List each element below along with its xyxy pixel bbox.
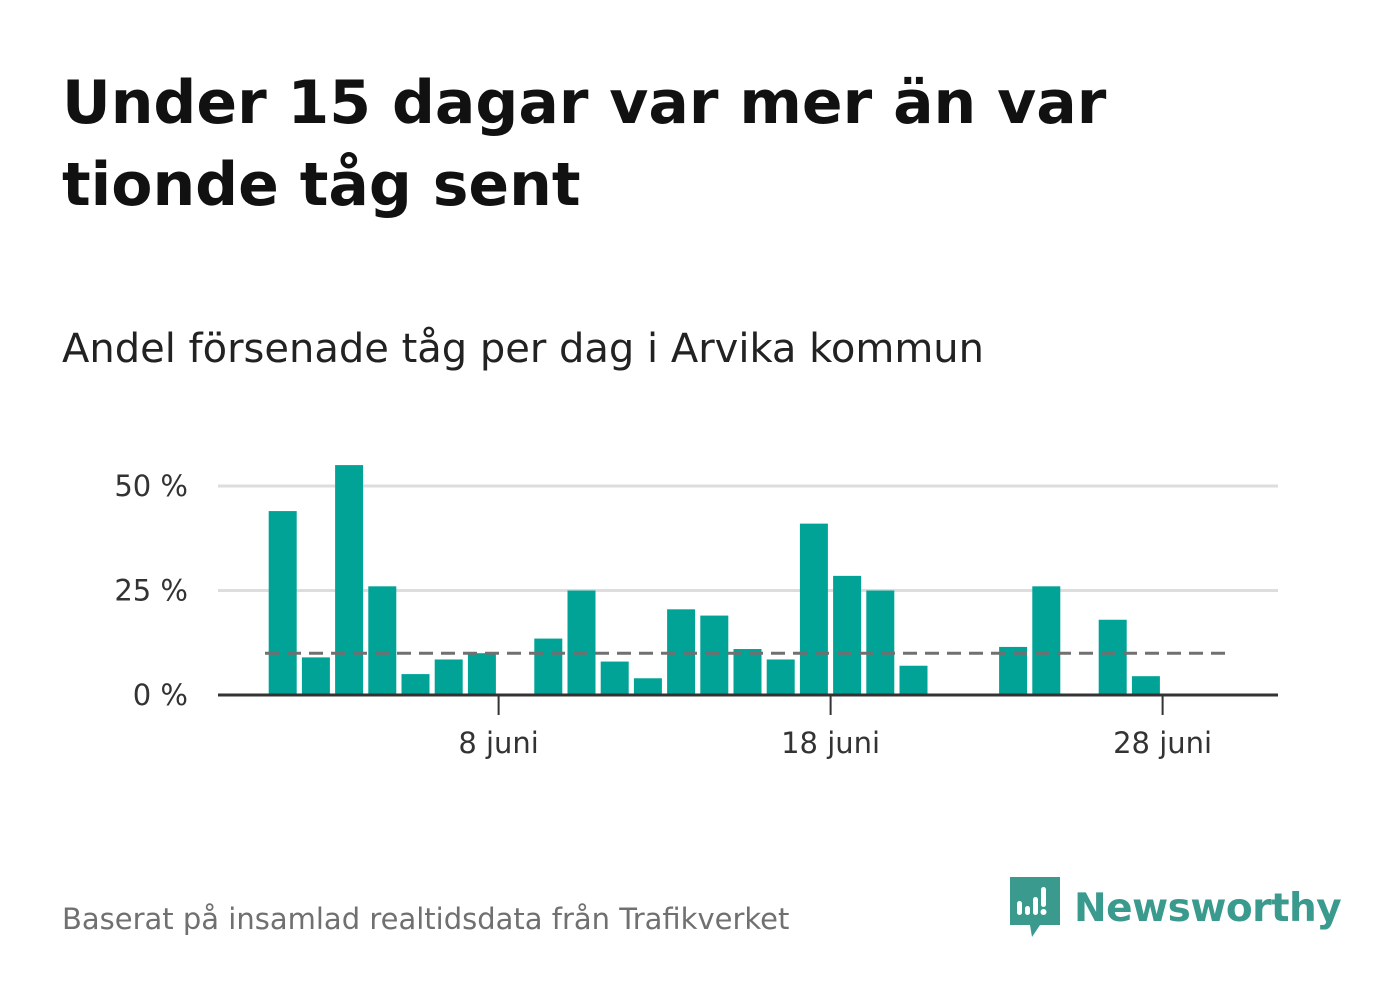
bar <box>268 511 297 695</box>
bar <box>1098 619 1127 695</box>
gridlines <box>218 484 1278 592</box>
bar <box>700 615 729 695</box>
bar <box>766 659 795 695</box>
newsworthy-logo-icon <box>1010 877 1060 937</box>
bar <box>567 590 596 695</box>
bar <box>467 653 496 695</box>
y-tick-label: 0 % <box>133 678 188 712</box>
bar <box>733 649 762 695</box>
chart-title: Under 15 dagar var mer än var tionde tåg… <box>62 68 1107 220</box>
bar <box>833 575 862 695</box>
y-tick-label: 50 % <box>114 469 188 503</box>
bar <box>534 638 563 695</box>
bar <box>799 523 828 695</box>
chart-subtitle: Andel försenade tåg per dag i Arvika kom… <box>62 326 984 372</box>
x-tick-label: 8 juni <box>458 726 539 760</box>
x-tick-label: 18 juni <box>781 726 880 760</box>
bar <box>368 586 397 695</box>
brand-name: Newsworthy <box>1074 885 1342 931</box>
bar <box>899 665 928 695</box>
bars <box>268 465 1160 695</box>
bar <box>600 661 629 695</box>
axes: 0 % 25 % 50 % 8 juni 18 juni 28 juni <box>114 469 1278 760</box>
brand-logo: Newsworthy <box>1010 876 1342 940</box>
x-tick-label: 28 juni <box>1113 726 1212 760</box>
bar <box>401 674 430 695</box>
source-note: Baserat på insamlad realtidsdata från Tr… <box>62 902 790 936</box>
bar-chart: 0 % 25 % 50 % 8 juni 18 juni 28 juni <box>114 465 1278 760</box>
bar <box>1032 586 1061 695</box>
bar <box>301 657 330 695</box>
y-tick-label: 25 % <box>114 574 188 608</box>
bar <box>434 659 463 695</box>
bar <box>866 590 895 695</box>
bar <box>633 678 662 695</box>
bar <box>1131 676 1160 695</box>
bar <box>999 646 1028 695</box>
bar <box>335 465 364 695</box>
